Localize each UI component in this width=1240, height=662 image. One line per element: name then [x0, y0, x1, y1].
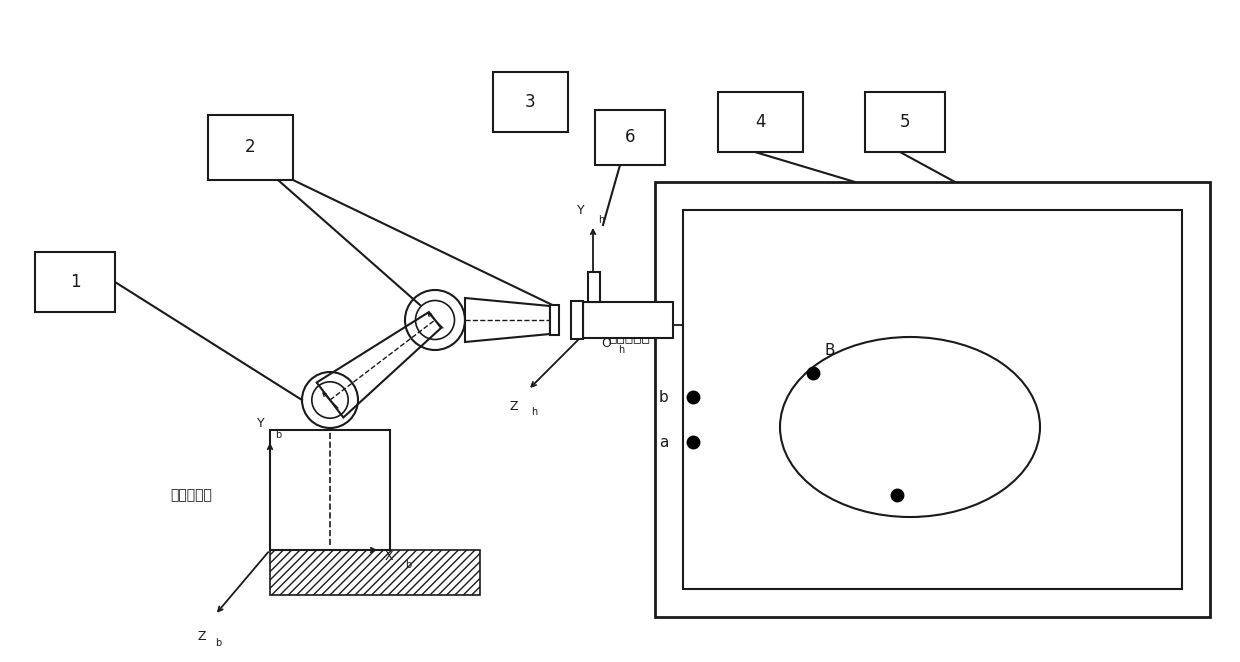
- Text: 1: 1: [69, 273, 81, 291]
- Text: 5: 5: [900, 113, 910, 131]
- Text: b: b: [275, 430, 281, 440]
- Text: h: h: [725, 329, 732, 339]
- Text: Z: Z: [510, 400, 518, 413]
- Bar: [866, 92, 945, 152]
- Bar: [207, 115, 293, 179]
- Bar: [655, 182, 1210, 617]
- Bar: [492, 72, 568, 132]
- Text: X: X: [384, 550, 393, 563]
- Text: h: h: [598, 215, 604, 225]
- Text: 3: 3: [525, 93, 536, 111]
- Text: A: A: [909, 506, 919, 522]
- Text: O: O: [601, 337, 611, 350]
- Bar: [35, 252, 115, 312]
- Text: Y: Y: [258, 417, 265, 430]
- Text: b: b: [405, 560, 412, 570]
- Bar: [588, 272, 600, 302]
- Bar: [583, 302, 673, 338]
- Text: h: h: [618, 345, 624, 355]
- Text: B: B: [825, 343, 835, 358]
- Text: 2: 2: [244, 138, 255, 156]
- Bar: [718, 92, 802, 152]
- Text: 6: 6: [625, 128, 635, 146]
- Text: b: b: [658, 389, 668, 404]
- Bar: [270, 430, 391, 550]
- Text: h: h: [531, 407, 537, 417]
- Ellipse shape: [780, 337, 1040, 517]
- Text: b: b: [215, 638, 221, 648]
- Bar: [551, 305, 559, 335]
- Text: 世界坐标系: 世界坐标系: [170, 488, 212, 502]
- Text: Z: Z: [197, 630, 206, 643]
- Text: a: a: [658, 434, 668, 449]
- Text: Y: Y: [578, 204, 585, 217]
- Bar: [683, 210, 1182, 589]
- Bar: [595, 109, 665, 164]
- Bar: [270, 550, 480, 595]
- Text: 相机坐标系: 相机坐标系: [608, 330, 650, 344]
- Bar: [570, 301, 583, 339]
- Text: X: X: [708, 307, 717, 320]
- Text: 4: 4: [755, 113, 765, 131]
